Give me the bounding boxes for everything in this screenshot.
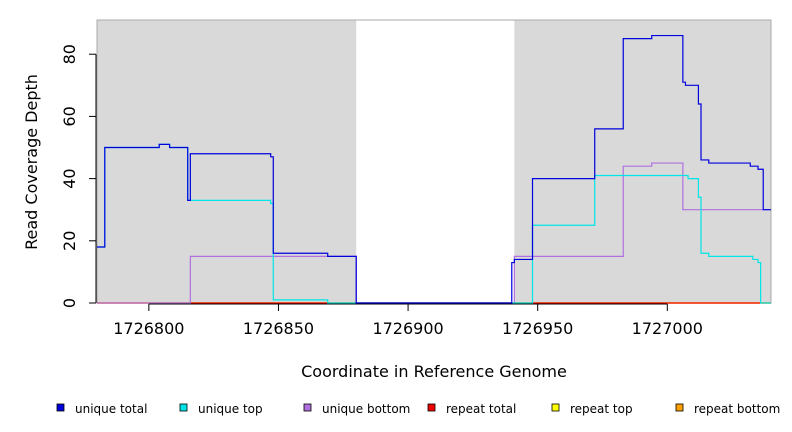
legend-item: repeat bottom <box>675 402 780 416</box>
y-tick-label: 80 <box>60 44 79 64</box>
y-tick-label: 20 <box>60 231 79 251</box>
legend-label: unique top <box>198 402 263 416</box>
x-tick-label: 1726900 <box>372 319 443 338</box>
shaded-regions <box>97 20 771 303</box>
legend: unique total unique top unique bottom repea… <box>56 402 780 416</box>
legend-swatch <box>179 403 188 412</box>
legend-label: unique total <box>75 402 147 416</box>
legend-item: repeat total <box>427 402 516 416</box>
y-tick-label: 40 <box>60 168 79 188</box>
x-tick-label: 1727000 <box>632 319 703 338</box>
legend-swatch <box>56 403 65 412</box>
legend-item: unique bottom <box>303 402 410 416</box>
legend-swatch <box>303 403 312 412</box>
series-layer <box>97 34 771 304</box>
x-tick-label: 1726800 <box>113 319 184 338</box>
legend-swatch <box>675 403 684 412</box>
legend-label: repeat bottom <box>694 402 780 416</box>
x-tick-label: 1726950 <box>502 319 573 338</box>
shaded-region-2 <box>514 20 771 303</box>
legend-swatch <box>427 403 436 412</box>
y-tick-label: 0 <box>60 298 79 308</box>
legend-label: repeat total <box>446 402 516 416</box>
y-tick-label: 60 <box>60 106 79 126</box>
legend-item: repeat top <box>551 402 633 416</box>
x-tick-label: 1726850 <box>243 319 314 338</box>
series-line-unique-bottom <box>97 162 771 304</box>
series-line-unique-total <box>97 34 771 304</box>
legend-item: unique total <box>56 402 147 416</box>
legend-swatch <box>551 403 560 412</box>
legend-label: unique bottom <box>322 402 410 416</box>
shaded-region-1 <box>97 20 357 303</box>
y-axis: 0 20 40 60 80 <box>60 44 97 308</box>
legend-item: unique top <box>179 402 263 416</box>
x-axis-title: Coordinate in Reference Genome <box>301 362 567 381</box>
x-axis: 1726800 1726850 1726900 1726950 1727000 <box>113 303 703 338</box>
legend-label: repeat top <box>570 402 633 416</box>
y-axis-title: Read Coverage Depth <box>22 74 41 250</box>
